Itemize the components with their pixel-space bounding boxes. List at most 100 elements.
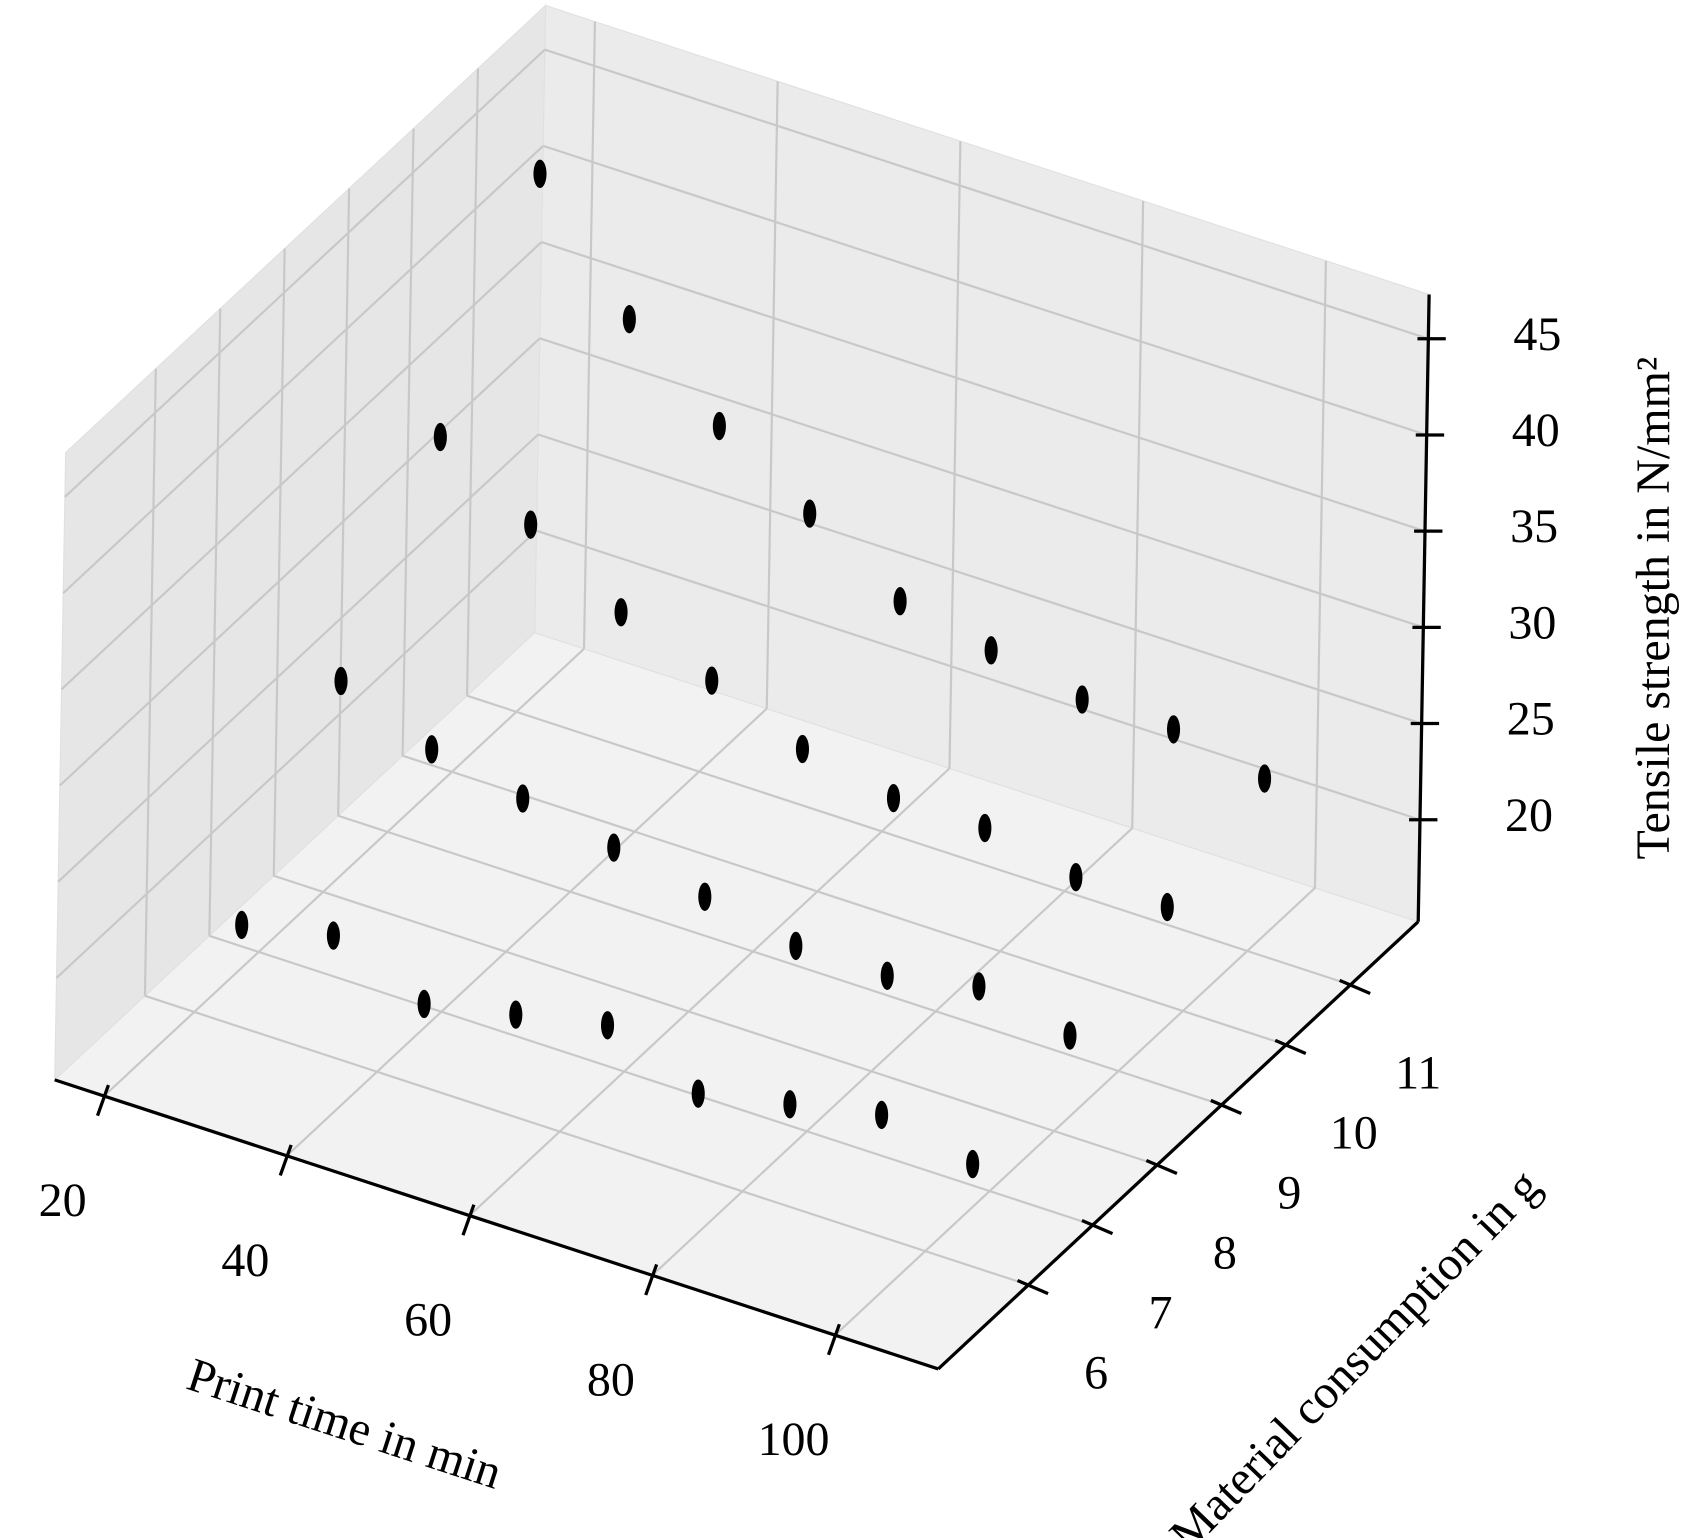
y-tick-label: 11 — [1395, 1046, 1441, 1099]
y-tick-label: 8 — [1213, 1227, 1237, 1280]
point — [1069, 862, 1083, 892]
y-axis — [937, 920, 1420, 1371]
grid-line — [541, 241, 1426, 533]
point — [334, 666, 348, 696]
grid-line — [765, 81, 779, 709]
x-tick-label: 20 — [39, 1174, 87, 1227]
grid-line — [143, 368, 157, 996]
point — [795, 734, 810, 764]
grid-line — [103, 647, 585, 1097]
point — [433, 422, 447, 452]
grid-line — [62, 145, 544, 594]
point — [533, 159, 547, 189]
y-axis-label: Material consumption in g — [1160, 1159, 1551, 1538]
point — [326, 921, 340, 950]
grid-line — [273, 874, 1158, 1166]
grid-line — [651, 827, 1133, 1277]
x-tick-label: 80 — [587, 1353, 635, 1406]
grid-line — [834, 887, 1316, 1336]
grid-line — [59, 337, 541, 787]
grid — [55, 21, 1429, 1336]
point — [524, 510, 538, 539]
point — [425, 735, 439, 764]
x-tick-label: 100 — [758, 1413, 830, 1466]
grid-line — [539, 337, 1424, 629]
y-tick — [1339, 978, 1371, 995]
grid-line — [60, 241, 543, 691]
x-tick — [278, 1144, 293, 1176]
point — [691, 1079, 705, 1108]
grid-line — [948, 141, 962, 769]
z-axis-label: Tensile strength in N/mm² — [1627, 357, 1680, 860]
grid-line — [466, 694, 1351, 986]
point — [600, 1011, 615, 1040]
z-tick-label: 20 — [1505, 789, 1553, 842]
grid-line — [64, 48, 546, 498]
x-axis — [54, 1078, 939, 1371]
grid-line — [57, 433, 539, 883]
grid-line — [337, 814, 1223, 1106]
point — [1075, 685, 1089, 714]
x-tick-label: 60 — [404, 1294, 452, 1347]
grid-line — [337, 188, 351, 816]
point — [622, 304, 636, 334]
y-tick — [1210, 1098, 1242, 1116]
y-tick-label: 9 — [1277, 1167, 1301, 1220]
side-pane — [54, 4, 547, 1082]
point — [886, 783, 901, 813]
grid-line — [402, 754, 1287, 1046]
y-tick — [1016, 1279, 1049, 1296]
point — [789, 931, 803, 961]
point — [978, 813, 992, 843]
point — [972, 972, 986, 1001]
x-tick — [826, 1323, 841, 1356]
point — [1166, 715, 1181, 744]
grid-line — [55, 529, 538, 979]
grid-line — [468, 767, 951, 1217]
grid-line — [536, 529, 1421, 821]
grid-line — [401, 128, 415, 756]
point — [607, 833, 621, 862]
x-axis-label: Print time in min — [181, 1348, 508, 1499]
y-tick-label: 6 — [1084, 1347, 1108, 1400]
point — [893, 587, 907, 616]
x-tick — [461, 1204, 476, 1236]
point — [509, 1000, 523, 1029]
z-tick-label: 25 — [1507, 693, 1555, 746]
grid-line — [582, 21, 597, 649]
point — [1258, 764, 1272, 793]
grid-line — [544, 48, 1429, 340]
grid-line — [272, 248, 286, 876]
grid-line — [465, 68, 480, 696]
point — [712, 411, 726, 441]
x-tick — [95, 1084, 110, 1117]
point — [614, 598, 628, 627]
grid-line — [208, 308, 222, 936]
point — [698, 882, 712, 911]
z-tick-label: 40 — [1512, 404, 1560, 457]
point — [783, 1090, 797, 1119]
z-axis — [1416, 294, 1431, 922]
point — [235, 910, 249, 940]
point — [966, 1149, 980, 1179]
x-tick-label: 40 — [221, 1234, 269, 1287]
point — [417, 989, 431, 1019]
point — [875, 1100, 889, 1130]
grid-line — [537, 433, 1422, 725]
y-tick-label: 10 — [1330, 1107, 1378, 1160]
panes — [53, 4, 1430, 1370]
y-tick — [1145, 1158, 1178, 1176]
z-tick-label: 45 — [1513, 308, 1561, 361]
grid-line — [144, 994, 1029, 1286]
grid-line — [286, 707, 768, 1157]
point — [1063, 1021, 1077, 1050]
grid-line — [542, 144, 1428, 436]
z-tick-label: 30 — [1508, 596, 1556, 649]
point — [516, 784, 530, 813]
grid-line — [209, 934, 1094, 1226]
point — [1160, 892, 1174, 922]
x-tick — [644, 1263, 659, 1296]
point — [803, 499, 817, 528]
y-tick — [1274, 1038, 1307, 1055]
